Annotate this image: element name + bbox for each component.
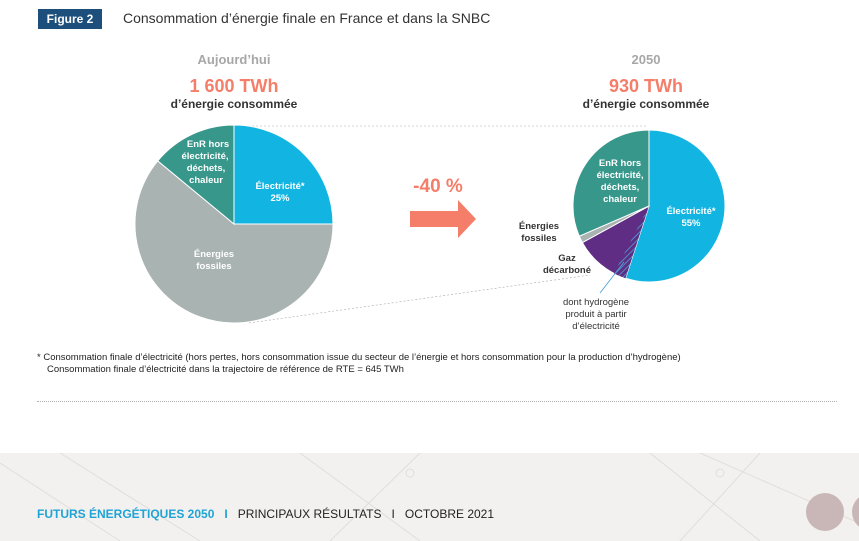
pie-today <box>134 124 334 324</box>
label-elec-today-pct: 25% <box>270 193 290 204</box>
pie-slice <box>572 129 650 237</box>
footer-date: OCTOBRE 2021 <box>404 507 495 521</box>
footer-text: FUTURS ÉNERGÉTIQUES 2050 I PRINCIPAUX RÉSU… <box>37 507 494 521</box>
pie-slice-hydrogen <box>613 206 649 279</box>
footnote: * Consommation finale d’électricité (hor… <box>37 352 681 376</box>
label-h2-3: d’électricité <box>572 321 620 332</box>
footer-pattern <box>0 453 859 541</box>
heading-2050: 2050 <box>632 52 661 67</box>
heading-today: Aujourd’hui <box>198 52 271 67</box>
pie-slice <box>233 124 334 225</box>
pie-slice <box>134 160 334 324</box>
label-enr-today-1: EnR hors <box>187 139 229 150</box>
label-elec-2050: Électricité* <box>666 206 715 217</box>
footer-brand: FUTURS ÉNERGÉTIQUES 2050 <box>37 507 215 521</box>
footer: FUTURS ÉNERGÉTIQUES 2050 I PRINCIPAUX RÉSU… <box>0 453 859 541</box>
divider <box>37 401 837 402</box>
label-enr-2050-2: électricité, <box>597 170 644 181</box>
arrow-right-icon <box>410 200 476 238</box>
total-2050: 930 TWh <box>609 76 683 96</box>
next-page-button[interactable] <box>852 493 859 531</box>
label-enr-today-4: chaleur <box>189 175 223 186</box>
footer-section: PRINCIPAUX RÉSULTATS <box>237 507 382 521</box>
total-caption-today: d’énergie consommée <box>171 97 298 111</box>
total-caption-2050: d’énergie consommée <box>583 97 710 111</box>
total-today: 1 600 TWh <box>189 76 278 96</box>
label-elec-2050-pct: 55% <box>681 218 701 229</box>
prev-page-button[interactable] <box>806 493 844 531</box>
reduction-label: -40 % <box>413 176 463 197</box>
footnote-line-1: * Consommation finale d’électricité (hor… <box>37 352 681 363</box>
label-enr-2050-1: EnR hors <box>599 158 641 169</box>
footer-separator: I <box>224 507 228 521</box>
hydrogen-leader-line <box>599 261 625 294</box>
label-enr-today-3: déchets, <box>187 163 226 174</box>
figure-area: Figure 2 Consommation d’énergie finale e… <box>37 9 837 402</box>
label-fossil-2050-2: fossiles <box>521 233 556 244</box>
footer-separator-2: I <box>391 507 395 521</box>
figure-badge: Figure 2 <box>38 9 102 29</box>
label-elec-today: Électricité* <box>255 181 304 192</box>
label-h2-2: produit à partir <box>565 309 626 320</box>
label-h2-1: dont hydrogène <box>563 297 629 308</box>
pie-2050 <box>572 129 726 283</box>
label-enr-2050-3: déchets, <box>601 182 640 193</box>
label-gaz-2050-1: Gaz <box>558 253 576 264</box>
label-fossil-today-1: Énergies <box>194 249 234 260</box>
label-fossil-2050-1: Énergies <box>519 221 559 232</box>
label-enr-today-2: électricité, <box>182 151 229 162</box>
figure-title: Consommation d’énergie finale en France … <box>123 10 491 26</box>
label-enr-2050-4: chaleur <box>603 194 637 205</box>
pie-charts: Aujourd’hui 1 600 TWh d’énergie consommé… <box>134 52 726 332</box>
pie-slice <box>157 124 235 226</box>
footnote-line-2: Consommation finale d’électricité dans l… <box>47 364 404 375</box>
connector-line-bottom <box>248 274 591 324</box>
label-gaz-2050-2: décarboné <box>543 265 591 276</box>
label-fossil-today-2: fossiles <box>196 261 231 272</box>
pie-slice <box>624 129 726 283</box>
